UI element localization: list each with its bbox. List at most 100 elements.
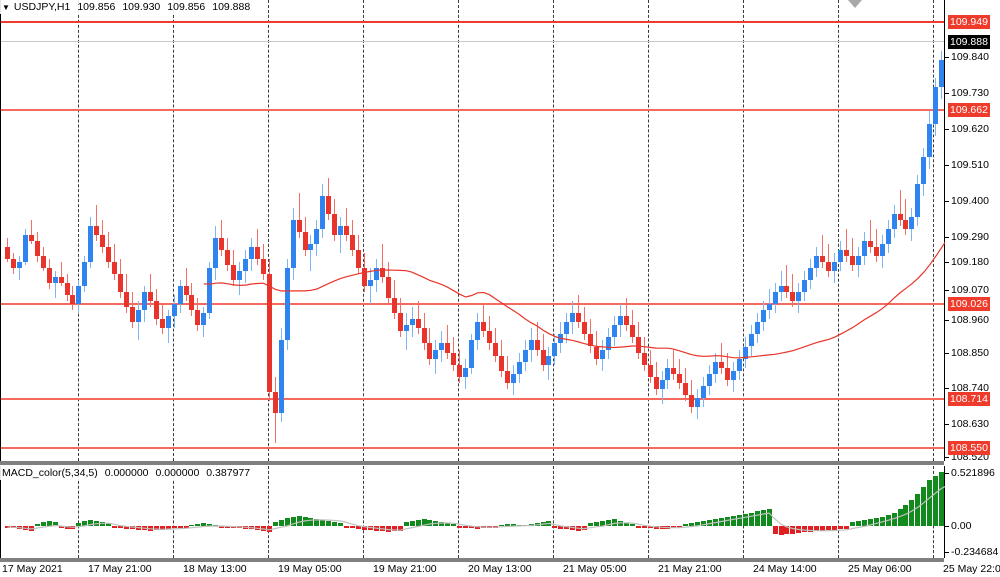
axis-tick (945, 526, 949, 527)
price-level-line[interactable] (0, 447, 944, 449)
price-chart-pane[interactable]: ▼ USDJPY,H1 109.856 109.930 109.856 109.… (0, 0, 1000, 461)
macd-histogram-bar (748, 512, 754, 526)
candle-body (796, 292, 802, 302)
candle-body (284, 268, 290, 341)
candle-body (22, 235, 28, 263)
time-axis-label: 24 May 14:00 (753, 563, 817, 575)
symbol-label: USDJPY,H1 (13, 1, 71, 13)
candle-body (695, 397, 701, 407)
candle-body (64, 283, 70, 296)
candle-body (129, 307, 135, 323)
macd-histogram-bar (653, 526, 659, 529)
macd-histogram-bar (742, 513, 748, 526)
macd-histogram-bar (112, 526, 118, 528)
macd-histogram-bar (772, 526, 778, 534)
ohlc-close: 109.888 (212, 1, 251, 13)
price-level-line[interactable] (0, 21, 944, 23)
candle-body (498, 355, 504, 371)
candle-wick (869, 219, 871, 254)
price-level-line[interactable] (0, 109, 944, 111)
candle-body (724, 367, 730, 380)
candle-wick (30, 219, 32, 245)
macd-histogram-bar (290, 516, 296, 526)
price-axis[interactable]: 109.840 109.730 109.620 109.510 109.400 109.2… (945, 0, 1000, 462)
candle-body (546, 355, 552, 365)
candle-body (88, 225, 94, 263)
macd-histogram-bar (867, 518, 873, 526)
macd-histogram-bar (683, 523, 689, 526)
macd-histogram-bar (5, 526, 10, 528)
price-level-chip[interactable]: 109.026 (948, 297, 990, 311)
macd-histogram-bar (213, 524, 219, 526)
macd-histogram-bar (558, 526, 564, 529)
candle-body (540, 349, 546, 365)
candle-wick (417, 301, 419, 335)
axis-tick (945, 388, 949, 389)
macd-histogram-bar (159, 526, 165, 530)
macd-indicator-pane[interactable]: MACD_color(5,34,5) 0.000000 0.000000 0.3… (0, 466, 1000, 558)
price-level-line[interactable] (0, 303, 944, 305)
candle-body (760, 310, 766, 323)
macd-histogram-bar (344, 526, 350, 528)
candle-body (112, 262, 118, 275)
current-price-chip[interactable]: 109.888 (948, 35, 990, 49)
macd-histogram-bar (677, 526, 683, 528)
macd-histogram-bar (570, 526, 576, 531)
candle-body (10, 259, 16, 269)
candle-body (28, 235, 34, 242)
macd-histogram-bar (82, 520, 88, 526)
time-axis[interactable]: 17 May 2021 17 May 21:00 18 May 13:00 19 Ma… (0, 562, 1000, 577)
ohlc-open: 109.856 (77, 1, 116, 13)
candle-body (403, 325, 409, 332)
candle-wick (822, 235, 824, 269)
pane-separator-bottom[interactable] (0, 558, 944, 562)
macd-histogram-bar (350, 526, 356, 529)
ohlc-high: 109.930 (122, 1, 161, 13)
price-level-line[interactable] (0, 398, 944, 400)
candle-wick (96, 204, 98, 242)
macd-value-axis[interactable]: 0.521896 0.00 -0.234684 (945, 466, 1000, 558)
candle-wick (905, 198, 907, 236)
candle-body (52, 277, 58, 284)
macd-histogram-bar (915, 493, 921, 526)
macd-histogram-bar (397, 526, 403, 531)
candle-body (433, 349, 439, 359)
candle-body (671, 367, 677, 374)
gridline-vertical (553, 0, 554, 461)
macd-histogram-bar (207, 523, 213, 526)
candle-body (290, 219, 296, 269)
candle-body (124, 292, 129, 308)
candle-wick (346, 207, 348, 242)
candle-body (457, 364, 463, 377)
candle-wick (310, 235, 312, 272)
candle-body (742, 346, 748, 359)
candle-body (373, 268, 379, 281)
candle-body (439, 343, 445, 350)
macd-histogram-bar (695, 521, 701, 526)
price-level-chip[interactable]: 109.662 (948, 103, 990, 117)
candle-wick (149, 274, 151, 308)
candle-body (826, 262, 832, 272)
macd-histogram-bar (463, 526, 469, 528)
price-level-chip[interactable]: 108.714 (948, 392, 990, 406)
gridline-vertical (648, 466, 649, 558)
candle-wick (185, 268, 187, 302)
macd-histogram-bar (475, 526, 481, 529)
pane-separator-top[interactable] (0, 461, 944, 465)
candle-body (367, 280, 373, 287)
candle-body (736, 358, 742, 371)
price-level-chip[interactable]: 108.550 (948, 441, 990, 455)
macd-histogram-bar (635, 526, 641, 528)
price-level-chip[interactable]: 109.949 (948, 15, 990, 29)
candle-body (82, 262, 88, 287)
candle-body (183, 286, 189, 296)
axis-tick-label: 109.400 (951, 195, 989, 207)
triangle-down-icon[interactable]: ▼ (2, 2, 10, 12)
axis-tick (945, 201, 949, 202)
price-level-line[interactable] (0, 41, 944, 42)
macd-histogram-bar (189, 524, 195, 526)
candle-wick (381, 244, 383, 284)
candle-body (683, 382, 689, 395)
candle-body (308, 244, 314, 251)
